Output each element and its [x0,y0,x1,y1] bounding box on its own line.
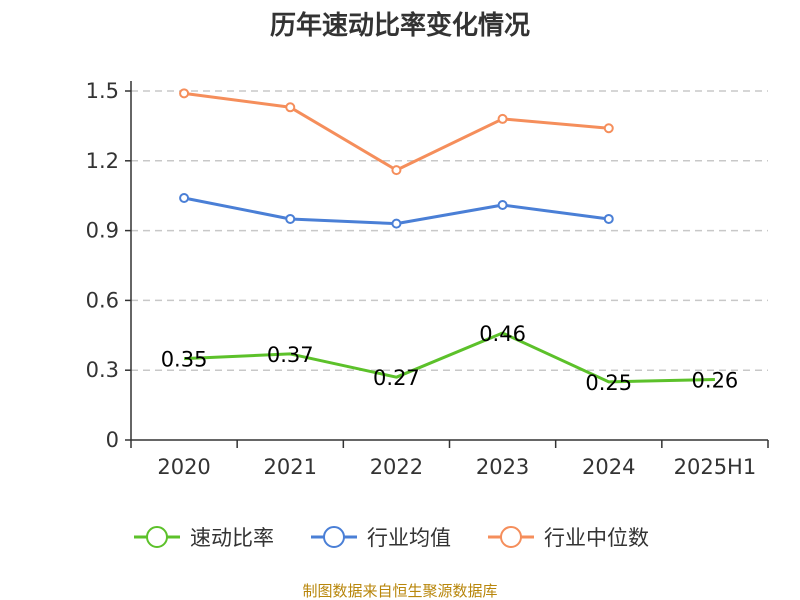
x-tick-label: 2023 [476,455,529,479]
data-point[interactable] [285,102,296,113]
legend-label: 行业中位数 [544,526,649,550]
legend[interactable]: 速动比率 行业均值 行业中位数 [134,526,649,550]
data-label: 0.35 [161,348,208,372]
chart-title: 历年速动比率变化情况 [270,10,530,41]
data-point[interactable] [391,165,402,176]
x-tick-label: 2025H1 [674,455,757,479]
data-point[interactable] [285,213,296,224]
legend-marker [323,526,345,548]
data-label: 0.37 [267,343,314,367]
data-point[interactable] [603,123,614,134]
axes: 0 0.3 0.6 0.9 1.2 1.5 2020 2021 2022 2023 2024 2025… [86,79,769,479]
x-tick-label: 2024 [582,455,635,479]
data-label: 0.25 [585,371,632,395]
legend-item[interactable]: 行业均值 [311,526,451,550]
data-label: 0.46 [479,322,526,346]
data-point[interactable] [179,193,190,204]
y-tick-label: 0.3 [86,358,119,382]
y-tick-label: 1.2 [86,149,119,173]
data-point[interactable] [497,113,508,124]
legend-label: 速动比率 [190,526,274,550]
y-tick-label: 0.6 [86,288,119,312]
data-point[interactable] [603,213,614,224]
data-point[interactable] [497,200,508,211]
source-note: 制图数据来自恒生聚源数据库 [302,582,497,600]
data-labels: 0.35 0.37 0.27 0.46 0.25 0.26 [161,322,739,395]
series-lines [179,88,715,384]
x-tick-label: 2020 [157,455,210,479]
data-label: 0.26 [692,369,739,393]
legend-label: 行业均值 [367,526,451,550]
y-tick-label: 1.5 [86,79,119,103]
y-tick-label: 0.9 [86,219,119,243]
data-label: 0.27 [373,366,420,390]
legend-marker [500,526,522,548]
series-line-2 [183,91,609,172]
legend-item[interactable]: 行业中位数 [488,526,649,550]
legend-marker [146,526,168,548]
legend-item[interactable]: 速动比率 [134,526,274,550]
data-point[interactable] [391,218,402,229]
grid-lines [131,90,768,371]
x-tick-label: 2021 [264,455,317,479]
x-tick-label: 2022 [370,455,423,479]
y-tick-label: 0 [106,428,119,452]
data-point[interactable] [179,88,190,99]
series-line-0 [184,331,715,384]
